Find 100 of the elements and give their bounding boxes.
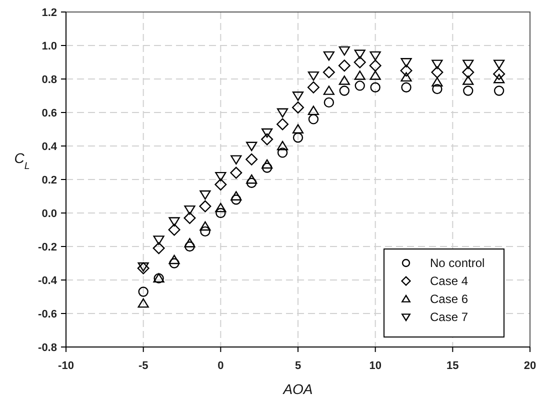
point [215, 202, 226, 212]
point [214, 178, 227, 191]
legend-label: Case 7 [430, 310, 468, 324]
point [169, 258, 180, 268]
point [246, 174, 258, 184]
y-tick-label: 1.0 [42, 40, 57, 52]
x-tick-label: 20 [524, 360, 536, 372]
point [401, 82, 412, 92]
point [493, 68, 506, 80]
point [494, 74, 505, 84]
point [276, 118, 289, 130]
point [184, 212, 196, 224]
point [200, 221, 211, 231]
point [338, 46, 350, 56]
y-tick-label: 0.6 [42, 107, 57, 120]
point [323, 51, 334, 61]
point [230, 191, 242, 200]
point [200, 190, 211, 200]
point [184, 241, 195, 252]
point [400, 72, 412, 82]
point [292, 124, 304, 134]
point [431, 66, 444, 78]
point [400, 58, 412, 68]
point [262, 159, 273, 169]
point [432, 60, 443, 70]
point [246, 178, 257, 188]
point [354, 80, 365, 91]
point [230, 166, 242, 179]
legend-label: Case 4 [430, 274, 468, 288]
x-tick-label: 5 [294, 360, 302, 372]
point [462, 60, 474, 70]
point [168, 254, 180, 264]
point [276, 140, 288, 150]
point [323, 86, 334, 95]
point [322, 66, 335, 78]
point [230, 155, 242, 164]
point [338, 60, 350, 72]
x-axis-title: AOA [282, 381, 313, 397]
point [432, 84, 442, 94]
point [494, 86, 504, 96]
point [370, 82, 380, 92]
point [354, 70, 366, 80]
point [168, 217, 180, 226]
x-tick-label: 0 [218, 360, 224, 372]
point [262, 128, 273, 138]
point [370, 51, 381, 61]
point [354, 50, 366, 59]
point [292, 101, 304, 114]
point [137, 262, 150, 274]
point [308, 106, 320, 116]
x-tick-label: -10 [58, 360, 74, 372]
point [216, 208, 226, 218]
x-tick-label: -5 [138, 360, 148, 372]
point [231, 194, 242, 205]
point [262, 162, 272, 173]
point [152, 242, 165, 254]
y-tick-label: -0.6 [38, 308, 57, 320]
point [246, 153, 258, 166]
y-axis-title: C$_{L}$ [14, 150, 30, 172]
point [168, 224, 180, 236]
point [246, 142, 258, 152]
point [200, 226, 210, 237]
point [354, 56, 366, 68]
point [308, 71, 320, 81]
x-tick-label: 15 [446, 360, 459, 372]
y-tick-label: -0.2 [38, 241, 57, 254]
point [292, 92, 304, 101]
legend-label: Case 6 [430, 292, 468, 306]
point [462, 76, 474, 85]
y-tick-label: -0.4 [38, 274, 58, 287]
point [292, 132, 304, 143]
point [400, 64, 412, 77]
point [462, 66, 474, 78]
point [370, 70, 381, 80]
y-tick-label: 0.0 [42, 208, 57, 220]
x-tick-label: 10 [369, 360, 382, 372]
point [184, 238, 196, 248]
point [276, 108, 288, 118]
point [215, 172, 226, 182]
point [307, 81, 320, 94]
legend-label: No control [430, 256, 485, 270]
y-tick-label: 0.4 [42, 140, 58, 153]
point [339, 86, 350, 96]
point [199, 200, 212, 212]
point [138, 286, 148, 297]
y-tick-label: 1.2 [42, 6, 57, 19]
point [432, 77, 443, 87]
point [369, 60, 382, 72]
point [138, 298, 149, 308]
point [153, 236, 164, 245]
point [463, 86, 474, 96]
y-tick-label: 0.8 [42, 74, 57, 86]
point [277, 148, 288, 158]
point [494, 60, 505, 70]
point [138, 262, 149, 272]
point [338, 76, 350, 85]
point [184, 205, 196, 215]
y-tick-label: 0.2 [42, 174, 57, 186]
point [261, 133, 274, 146]
point [324, 97, 334, 108]
